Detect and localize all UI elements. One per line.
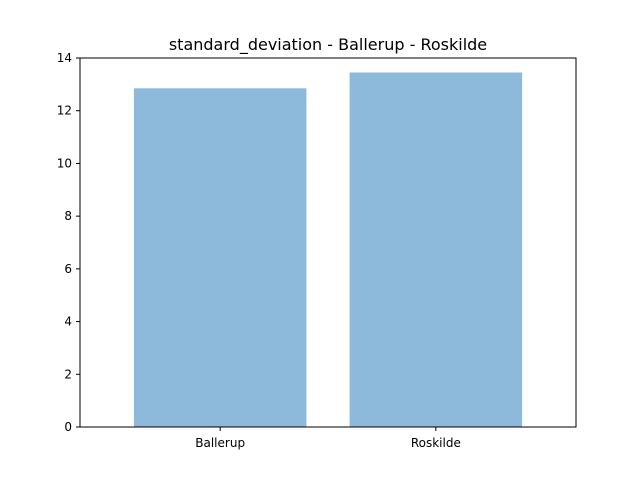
y-tick-label: 14 xyxy=(57,51,72,65)
y-tick-label: 2 xyxy=(64,367,72,381)
chart-title: standard_deviation - Ballerup - Roskilde xyxy=(169,35,487,55)
plot-frame xyxy=(79,57,577,428)
bars-group xyxy=(133,72,523,427)
bar-roskilde xyxy=(349,72,523,427)
x-tick-label: Roskilde xyxy=(411,436,461,450)
x-tick-label: Ballerup xyxy=(195,436,245,450)
y-tick-label: 10 xyxy=(57,156,72,170)
y-tick-label: 6 xyxy=(64,262,72,276)
y-tick-label: 12 xyxy=(57,104,72,118)
bar-ballerup xyxy=(133,88,307,427)
y-tick-label: 0 xyxy=(64,420,72,434)
x-axis: Ballerup Roskilde xyxy=(195,427,461,450)
y-tick-label: 4 xyxy=(64,315,72,329)
y-tick-label: 8 xyxy=(64,209,72,223)
y-axis: 0 2 4 6 8 10 12 14 xyxy=(57,51,80,434)
